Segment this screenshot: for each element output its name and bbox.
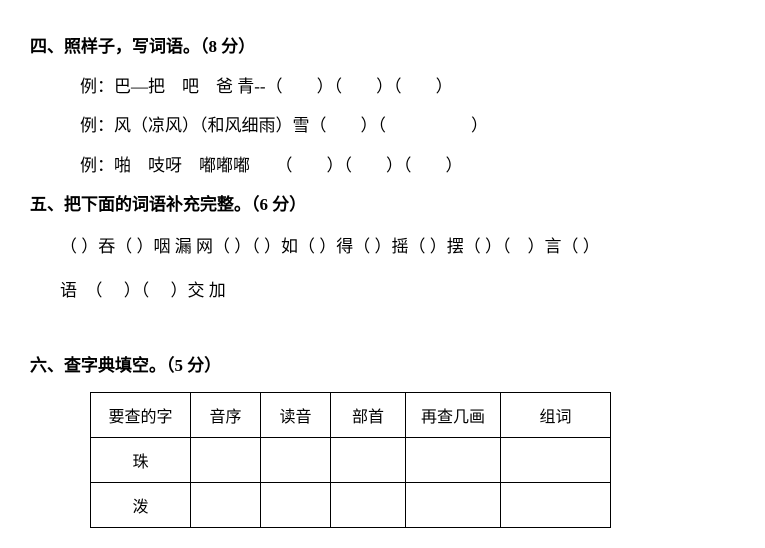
table-row: 泼: [91, 483, 611, 528]
section-6-header: 六、查字典填空。（5 分）: [30, 353, 735, 379]
cell-bushou-1: [331, 438, 406, 483]
cell-yinxu-1: [191, 438, 261, 483]
cell-char-2: 泼: [91, 483, 191, 528]
section-5-line-2: 语 （ ）（ ）交 加: [60, 276, 735, 307]
table-header-row: 要查的字 音序 读音 部首 再查几画 组词: [91, 393, 611, 438]
header-duyin: 读音: [261, 393, 331, 438]
header-zaicha: 再查几画: [406, 393, 501, 438]
section-4-example-1: 例：巴—把 吧 爸 青--（ ）（ ）（ ）: [80, 74, 735, 100]
cell-bushou-2: [331, 483, 406, 528]
section-5-line-1: （ ）吞（ ）咽 漏 网（ ）（ ）如（ ）得（ ）摇（ ）摆（ ）（ ）言（ …: [60, 232, 735, 263]
cell-char-1: 珠: [91, 438, 191, 483]
header-yinxu: 音序: [191, 393, 261, 438]
cell-zuci-1: [501, 438, 611, 483]
section-5-header: 五、把下面的词语补充完整。（6 分）: [30, 192, 735, 218]
section-4-header: 四、照样子，写词语。（8 分）: [30, 34, 735, 60]
header-zuci: 组词: [501, 393, 611, 438]
dictionary-table: 要查的字 音序 读音 部首 再查几画 组词 珠 泼: [90, 392, 611, 528]
cell-duyin-2: [261, 483, 331, 528]
header-char: 要查的字: [91, 393, 191, 438]
cell-zuci-2: [501, 483, 611, 528]
table-row: 珠: [91, 438, 611, 483]
cell-zaicha-2: [406, 483, 501, 528]
dictionary-table-container: 要查的字 音序 读音 部首 再查几画 组词 珠 泼: [90, 392, 735, 528]
header-bushou: 部首: [331, 393, 406, 438]
cell-duyin-1: [261, 438, 331, 483]
section-4-example-3: 例：啪 吱呀 嘟嘟嘟 （ ）（ ）（ ）: [80, 153, 735, 179]
cell-yinxu-2: [191, 483, 261, 528]
cell-zaicha-1: [406, 438, 501, 483]
section-4-example-2: 例：风（凉风）（和风细雨）雪（ ）（ ）: [80, 113, 735, 139]
